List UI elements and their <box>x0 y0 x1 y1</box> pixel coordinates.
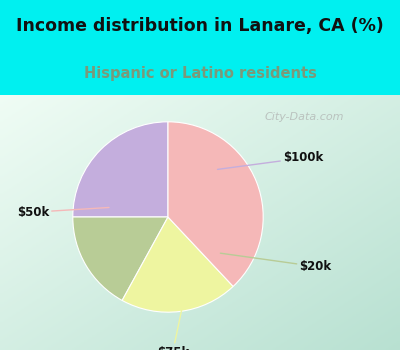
Text: $20k: $20k <box>220 253 332 273</box>
Text: $75k: $75k <box>157 293 189 350</box>
Text: $50k: $50k <box>17 206 109 219</box>
Wedge shape <box>168 122 263 286</box>
Wedge shape <box>73 122 168 217</box>
Wedge shape <box>73 217 168 300</box>
Text: City-Data.com: City-Data.com <box>264 112 344 122</box>
Text: $100k: $100k <box>218 152 323 169</box>
Wedge shape <box>122 217 233 312</box>
Text: Hispanic or Latino residents: Hispanic or Latino residents <box>84 66 316 81</box>
Text: Income distribution in Lanare, CA (%): Income distribution in Lanare, CA (%) <box>16 18 384 35</box>
